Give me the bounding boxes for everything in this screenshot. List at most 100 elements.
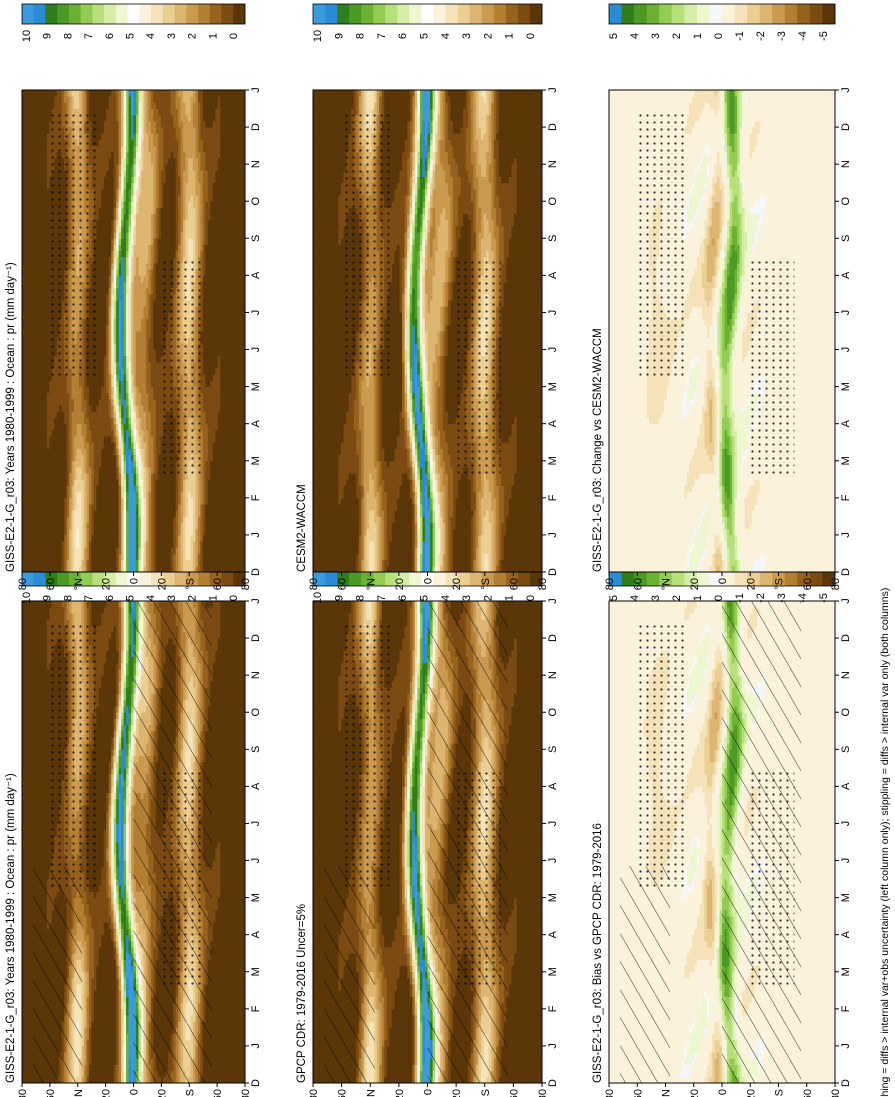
heat-cell bbox=[126, 1027, 129, 1034]
heat-cell bbox=[223, 972, 226, 979]
heat-cell bbox=[104, 910, 107, 917]
heat-cell bbox=[84, 984, 87, 991]
heat-cell bbox=[218, 854, 221, 861]
heat-cell bbox=[235, 879, 238, 886]
heat-cell bbox=[126, 972, 129, 979]
heat-cell bbox=[106, 916, 109, 923]
heat-cell bbox=[131, 885, 134, 892]
heat-cell bbox=[129, 1021, 132, 1028]
heat-cell bbox=[225, 990, 228, 997]
heat-cell bbox=[111, 1034, 114, 1041]
heat-cell bbox=[94, 990, 97, 997]
heat-cell bbox=[27, 737, 30, 744]
heat-cell bbox=[218, 1064, 221, 1071]
heat-cell bbox=[124, 842, 127, 849]
heat-cell bbox=[24, 1052, 27, 1059]
heat-cell bbox=[223, 959, 226, 966]
heat-cell bbox=[225, 972, 228, 979]
heat-cell bbox=[24, 885, 27, 892]
heat-cell bbox=[29, 768, 32, 775]
heat-cell bbox=[220, 823, 223, 830]
heat-cell bbox=[116, 885, 119, 892]
heat-cell bbox=[94, 898, 97, 905]
heat-cell bbox=[104, 966, 107, 973]
heat-cell bbox=[121, 891, 124, 898]
heat-cell bbox=[101, 990, 104, 997]
heat-cell bbox=[34, 793, 37, 800]
heat-cell bbox=[233, 898, 236, 905]
heat-cell bbox=[124, 996, 127, 1003]
heat-cell bbox=[116, 935, 119, 942]
heat-cell bbox=[104, 916, 107, 923]
heat-cell bbox=[106, 1021, 109, 1028]
heat-cell bbox=[111, 1052, 114, 1059]
heat-cell bbox=[129, 1040, 132, 1047]
heat-cell bbox=[225, 1058, 228, 1065]
heat-cell bbox=[126, 768, 129, 775]
heat-cell bbox=[121, 861, 124, 868]
heat-cell bbox=[238, 1064, 241, 1071]
heat-cell bbox=[126, 1021, 129, 1028]
heat-cell bbox=[228, 755, 231, 762]
heat-cell bbox=[225, 885, 228, 892]
heat-cell bbox=[124, 854, 127, 861]
heat-cell bbox=[218, 972, 221, 979]
heat-cell bbox=[91, 941, 94, 948]
heat-cell bbox=[240, 879, 243, 886]
heat-cell bbox=[218, 916, 221, 923]
heat-cell bbox=[121, 959, 124, 966]
heat-cell bbox=[84, 898, 87, 905]
heat-cell bbox=[109, 1071, 112, 1078]
heat-cell bbox=[91, 1071, 94, 1078]
heat-cell bbox=[34, 842, 37, 849]
heat-cell bbox=[24, 1015, 27, 1022]
heat-cell bbox=[213, 817, 216, 824]
heat-cell bbox=[230, 743, 233, 750]
heat-cell bbox=[126, 854, 129, 861]
heat-cell bbox=[44, 848, 47, 855]
heat-cell bbox=[213, 1077, 216, 1084]
heat-cell bbox=[109, 898, 112, 905]
heat-cell bbox=[131, 1034, 134, 1041]
heat-cell bbox=[225, 984, 228, 991]
heat-cell bbox=[27, 1071, 30, 1078]
heat-cell bbox=[104, 1052, 107, 1059]
heat-cell bbox=[84, 1027, 87, 1034]
heat-cell bbox=[228, 1003, 231, 1010]
heat-cell bbox=[223, 836, 226, 843]
heat-cell bbox=[94, 929, 97, 936]
heat-cell bbox=[34, 848, 37, 855]
heat-cell bbox=[114, 959, 117, 966]
heat-cell bbox=[126, 786, 129, 793]
heat-cell bbox=[109, 811, 112, 818]
heat-cell bbox=[129, 953, 132, 960]
heat-cell bbox=[101, 836, 104, 843]
heat-cell bbox=[101, 762, 104, 769]
heat-cell bbox=[99, 830, 102, 837]
heat-cell bbox=[106, 898, 109, 905]
heat-cell bbox=[233, 823, 236, 830]
heat-cell bbox=[111, 947, 114, 954]
heat-cell bbox=[96, 941, 99, 948]
heat-cell bbox=[111, 774, 114, 781]
heat-cell bbox=[215, 793, 218, 800]
heat-cell bbox=[121, 922, 124, 929]
heat-cell bbox=[29, 823, 32, 830]
heat-cell bbox=[225, 1064, 228, 1071]
heat-cell bbox=[129, 830, 132, 837]
heat-cell bbox=[27, 1027, 30, 1034]
heat-cell bbox=[218, 817, 221, 824]
heat-cell bbox=[24, 984, 27, 991]
heat-cell bbox=[39, 799, 42, 806]
heat-cell bbox=[126, 1058, 129, 1065]
heat-cell bbox=[126, 1034, 129, 1041]
heat-cell bbox=[218, 1040, 221, 1047]
heat-cell bbox=[101, 848, 104, 855]
heat-cell bbox=[29, 793, 32, 800]
heat-cell bbox=[215, 755, 218, 762]
heat-cell bbox=[215, 935, 218, 942]
heat-cell bbox=[215, 891, 218, 898]
heat-cell bbox=[124, 910, 127, 917]
heat-cell bbox=[111, 823, 114, 830]
heat-cell bbox=[114, 1003, 117, 1010]
